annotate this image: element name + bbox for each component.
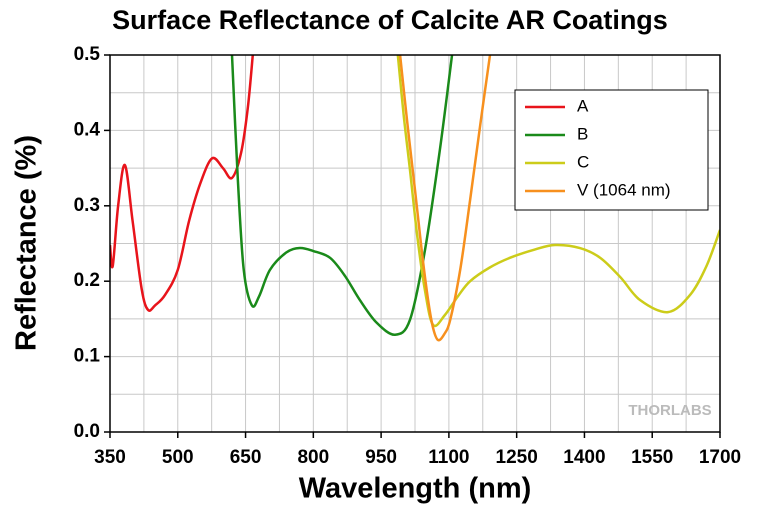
x-tick-label: 1700 bbox=[699, 447, 741, 468]
x-tick-label: 1250 bbox=[496, 447, 538, 468]
legend-label: A bbox=[577, 96, 589, 115]
y-tick-label: 0.0 bbox=[74, 421, 100, 442]
plot-lines bbox=[110, 55, 720, 342]
series-line bbox=[396, 55, 720, 328]
x-tick-label: 350 bbox=[94, 447, 126, 468]
x-tick-label: 950 bbox=[365, 447, 397, 468]
legend-label: V (1064 nm) bbox=[577, 180, 671, 199]
x-tick-label: 1550 bbox=[631, 447, 673, 468]
series-line bbox=[110, 55, 255, 312]
x-axis-label: Wavelength (nm) bbox=[299, 473, 532, 505]
legend: ABC V (1064 nm) bbox=[514, 89, 709, 211]
x-tick-label: 1400 bbox=[563, 447, 605, 468]
x-tick-label: 500 bbox=[162, 447, 194, 468]
series-line bbox=[398, 55, 492, 342]
chart-title: Surface Reflectance of Calcite AR Coatin… bbox=[112, 5, 668, 35]
y-tick-label: 0.4 bbox=[74, 119, 101, 140]
y-tick-label: 0.1 bbox=[74, 346, 101, 367]
legend-label: C bbox=[577, 152, 589, 171]
plot-frame bbox=[109, 54, 721, 433]
x-tick-label: 800 bbox=[297, 447, 329, 468]
x-tick-label: 650 bbox=[230, 447, 262, 468]
watermark: THORLABS bbox=[628, 402, 711, 419]
y-tick-label: 0.5 bbox=[74, 44, 101, 65]
y-axis-label: Reflectance (%) bbox=[11, 135, 43, 351]
series-line bbox=[230, 55, 454, 336]
legend-label: B bbox=[577, 124, 588, 143]
y-tick-label: 0.3 bbox=[74, 195, 100, 216]
x-tick-label: 1100 bbox=[428, 447, 469, 468]
y-tick-label: 0.2 bbox=[74, 270, 100, 291]
